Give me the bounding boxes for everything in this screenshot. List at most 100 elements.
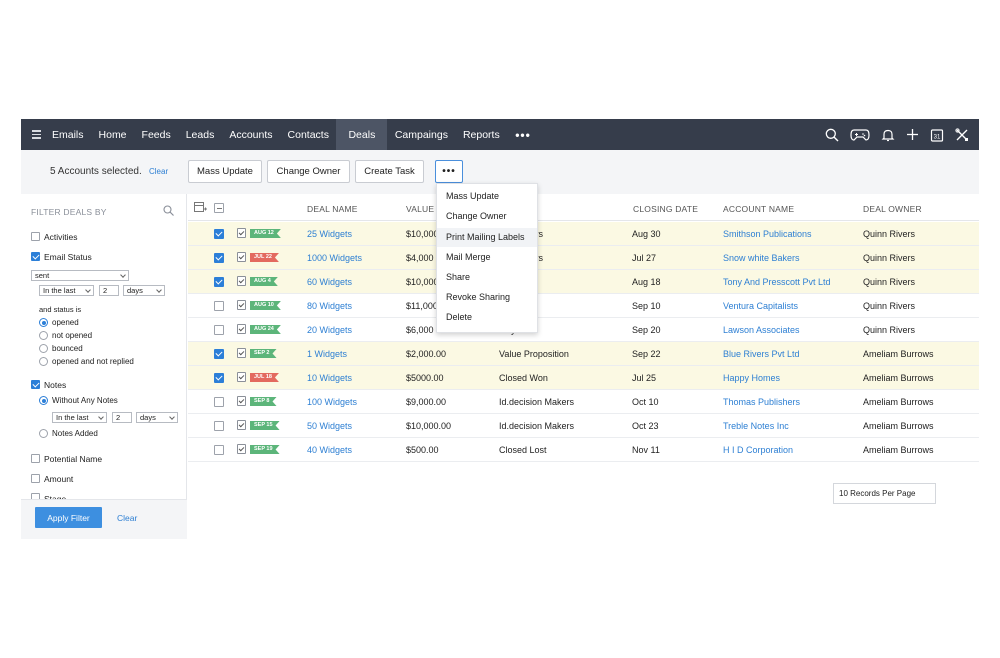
- select-all-checkbox[interactable]: [214, 203, 224, 213]
- hamburger-menu-icon[interactable]: [21, 119, 51, 150]
- tab-campaings[interactable]: Campaings: [394, 128, 448, 141]
- deal-name-link[interactable]: 100 Widgets: [307, 397, 358, 407]
- menu-item-change-owner[interactable]: Change Owner: [446, 211, 507, 221]
- deal-name-link[interactable]: 1000 Widgets: [307, 253, 363, 263]
- notes-added-radio[interactable]: [39, 429, 48, 438]
- email-period-select[interactable]: In the last: [39, 285, 94, 296]
- amount-checkbox[interactable]: [31, 474, 40, 483]
- table-row[interactable]: SEP 2 1 Widgets $2,000.00 Value Proposition…: [188, 342, 979, 366]
- bell-icon[interactable]: [881, 128, 895, 142]
- records-per-page-select[interactable]: 10 Records Per Page: [833, 483, 936, 504]
- menu-item-print-mailing-labels[interactable]: Print Mailing Labels: [437, 228, 537, 247]
- status-opened-radio[interactable]: [39, 318, 48, 327]
- task-icon[interactable]: [237, 348, 246, 358]
- account-name-link[interactable]: Blue Rivers Pvt Ltd: [723, 349, 800, 359]
- task-icon[interactable]: [237, 276, 246, 286]
- deal-name-link[interactable]: 60 Widgets: [307, 277, 353, 287]
- row-checkbox[interactable]: [214, 445, 224, 455]
- account-name-link[interactable]: Thomas Publishers: [723, 397, 801, 407]
- row-checkbox[interactable]: [214, 373, 224, 383]
- search-icon[interactable]: [825, 128, 839, 142]
- table-row[interactable]: JUL 18 10 Widgets $5000.00 Closed Won Jul 25…: [188, 366, 979, 390]
- change-owner-button[interactable]: Change Owner: [267, 160, 350, 183]
- potential-name-checkbox[interactable]: [31, 454, 40, 463]
- row-checkbox[interactable]: [214, 325, 224, 335]
- menu-item-revoke-sharing[interactable]: Revoke Sharing: [446, 292, 511, 302]
- task-icon[interactable]: [237, 324, 246, 334]
- account-name-link[interactable]: Tony And Presscott Pvt Ltd: [723, 277, 831, 287]
- tab-home[interactable]: Home: [98, 128, 127, 141]
- notes-checkbox[interactable]: [31, 380, 40, 389]
- row-checkbox[interactable]: [214, 397, 224, 407]
- account-name-link[interactable]: H I D Corporation: [723, 445, 794, 455]
- tab-feeds[interactable]: Feeds: [141, 128, 171, 141]
- row-checkbox[interactable]: [214, 253, 224, 263]
- account-name-link[interactable]: Snow white Bakers: [723, 253, 800, 263]
- deal-name-link[interactable]: 80 Widgets: [307, 301, 353, 311]
- create-task-button[interactable]: Create Task: [355, 160, 424, 183]
- table-row[interactable]: SEP 19 40 Widgets $500.00 Closed Lost Nov 11…: [188, 438, 979, 462]
- account-name-link[interactable]: Ventura Capitalists: [723, 301, 799, 311]
- table-row[interactable]: SEP 15 50 Widgets $10,000.00 Id.decision Ma…: [188, 414, 979, 438]
- calendar-icon[interactable]: 31: [930, 128, 944, 142]
- table-row[interactable]: SEP 8 100 Widgets $9,000.00 Id.decision Mak…: [188, 390, 979, 414]
- clear-filter-link[interactable]: Clear: [117, 513, 138, 523]
- tab-contacts[interactable]: Contacts: [287, 128, 329, 141]
- email-status-checkbox[interactable]: [31, 252, 40, 261]
- tab-emails[interactable]: Emails: [52, 128, 84, 141]
- mass-update-button[interactable]: Mass Update: [188, 160, 262, 183]
- gamepad-icon[interactable]: [850, 128, 870, 142]
- status-not-opened-radio[interactable]: [39, 331, 48, 340]
- email-period-value[interactable]: 2: [99, 285, 119, 296]
- task-icon[interactable]: [237, 228, 246, 238]
- more-actions-button[interactable]: •••: [435, 160, 463, 183]
- without-notes-radio[interactable]: [39, 396, 48, 405]
- column-settings-icon[interactable]: [194, 202, 207, 213]
- activities-checkbox[interactable]: [31, 232, 40, 241]
- row-checkbox[interactable]: [214, 277, 224, 287]
- deal-name-link[interactable]: 25 Widgets: [307, 229, 353, 239]
- account-name-link[interactable]: Lawson Associates: [723, 325, 800, 335]
- menu-item-mail-merge[interactable]: Mail Merge: [446, 252, 491, 262]
- plus-icon[interactable]: [906, 128, 919, 141]
- deal-name-link[interactable]: 50 Widgets: [307, 421, 353, 431]
- header-value[interactable]: VALUE: [406, 204, 435, 214]
- deal-name-link[interactable]: 40 Widgets: [307, 445, 353, 455]
- tools-icon[interactable]: [955, 127, 969, 142]
- menu-item-delete[interactable]: Delete: [446, 312, 473, 322]
- header-account-name[interactable]: ACCOUNT NAME: [723, 204, 795, 214]
- deal-name-link[interactable]: 1 Widgets: [307, 349, 348, 359]
- clear-selection-link[interactable]: Clear: [149, 167, 169, 176]
- header-deal-name[interactable]: DEAL NAME: [307, 204, 358, 214]
- deal-name-link[interactable]: 20 Widgets: [307, 325, 353, 335]
- row-checkbox[interactable]: [214, 301, 224, 311]
- apply-filter-button[interactable]: Apply Filter: [35, 507, 102, 528]
- nav-more-button[interactable]: •••: [515, 127, 531, 142]
- tab-reports[interactable]: Reports: [462, 128, 500, 141]
- menu-item-mass-update[interactable]: Mass Update: [446, 191, 500, 201]
- tab-leads[interactable]: Leads: [185, 128, 215, 141]
- account-name-link[interactable]: Happy Homes: [723, 373, 781, 383]
- menu-item-share[interactable]: Share: [446, 272, 471, 282]
- task-icon[interactable]: [237, 372, 246, 382]
- header-closing-date[interactable]: CLOSING DATE: [633, 204, 699, 214]
- email-period-unit[interactable]: days: [123, 285, 165, 296]
- task-icon[interactable]: [237, 300, 246, 310]
- tab-deals[interactable]: Deals: [336, 119, 388, 150]
- status-not-replied-radio[interactable]: [39, 357, 48, 366]
- deal-name-link[interactable]: 10 Widgets: [307, 373, 353, 383]
- task-icon[interactable]: [237, 252, 246, 262]
- tab-accounts[interactable]: Accounts: [229, 128, 273, 141]
- row-checkbox[interactable]: [214, 349, 224, 359]
- task-icon[interactable]: [237, 420, 246, 430]
- row-checkbox[interactable]: [214, 229, 224, 239]
- row-checkbox[interactable]: [214, 421, 224, 431]
- filter-search-icon[interactable]: [163, 205, 174, 216]
- task-icon[interactable]: [237, 396, 246, 406]
- email-status-select[interactable]: sent: [31, 270, 129, 281]
